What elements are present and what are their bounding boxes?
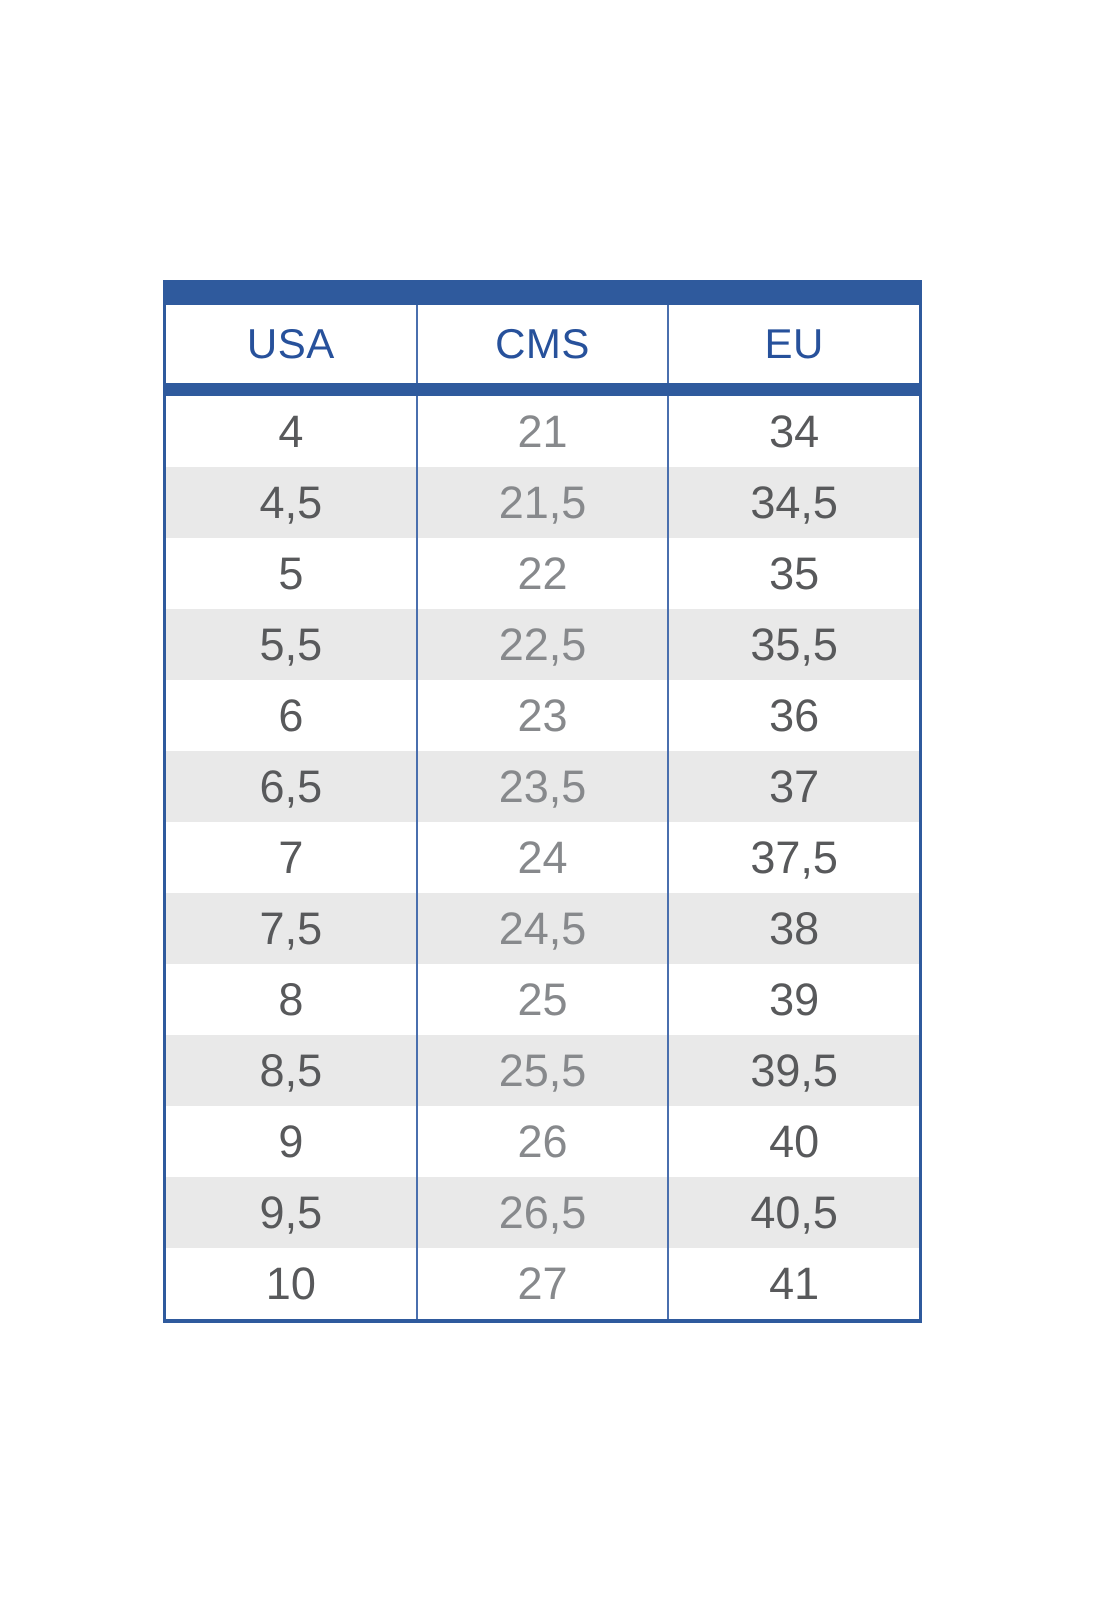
- cell-eu: 41: [769, 1257, 820, 1309]
- cell-usa: 4,5: [166, 467, 418, 538]
- cell-eu: 40,5: [750, 1186, 838, 1238]
- cell-cms: 25: [418, 964, 670, 1035]
- cell-cms: 24: [418, 822, 670, 893]
- table-row: 4 21 34: [166, 396, 919, 467]
- cell-usa: 7: [166, 822, 418, 893]
- cell-cms: 25,5: [418, 1035, 670, 1106]
- table-row: 9,5 26,5 40,5: [166, 1177, 919, 1248]
- table-row: 9 26 40: [166, 1106, 919, 1177]
- cell-eu: 34: [769, 405, 820, 457]
- cell-usa: 9: [166, 1106, 418, 1177]
- table-body: 4 21 34 4,5 21,5 34,5 5 22 35 5,5 22,5 3…: [166, 396, 919, 1319]
- cell-eu: 40: [769, 1115, 820, 1167]
- column-header-usa: USA: [166, 305, 418, 383]
- cell-cms: 21: [418, 396, 670, 467]
- table-row: 8,5 25,5 39,5: [166, 1035, 919, 1106]
- cell-eu: 39: [769, 973, 820, 1025]
- cell-cms: 22,5: [418, 609, 670, 680]
- table-row: 7,5 24,5 38: [166, 893, 919, 964]
- cell-cms: 23,5: [418, 751, 670, 822]
- cell-cms: 23: [418, 680, 670, 751]
- cell-eu: 37,5: [750, 831, 838, 883]
- column-header-eu: EU: [764, 320, 824, 367]
- cell-usa: 4: [166, 396, 418, 467]
- size-conversion-table: USA CMS EU 4 21 34 4,5 21,5 34,5 5 22 35…: [163, 280, 922, 1323]
- cell-eu: 39,5: [750, 1044, 838, 1096]
- table-row: 6 23 36: [166, 680, 919, 751]
- cell-usa: 9,5: [166, 1177, 418, 1248]
- header-divider-bar: [166, 383, 919, 396]
- cell-eu: 36: [769, 689, 820, 741]
- cell-eu: 37: [769, 760, 820, 812]
- cell-cms: 24,5: [418, 893, 670, 964]
- cell-cms: 22: [418, 538, 670, 609]
- cell-usa: 8,5: [166, 1035, 418, 1106]
- cell-usa: 5: [166, 538, 418, 609]
- table-row: 10 27 41: [166, 1248, 919, 1319]
- cell-eu: 35: [769, 547, 820, 599]
- table-row: 5,5 22,5 35,5: [166, 609, 919, 680]
- cell-usa: 8: [166, 964, 418, 1035]
- cell-usa: 10: [166, 1248, 418, 1319]
- cell-cms: 26: [418, 1106, 670, 1177]
- cell-cms: 27: [418, 1248, 670, 1319]
- table-row: 6,5 23,5 37: [166, 751, 919, 822]
- table-row: 5 22 35: [166, 538, 919, 609]
- cell-usa: 5,5: [166, 609, 418, 680]
- table-row: 7 24 37,5: [166, 822, 919, 893]
- table-row: 8 25 39: [166, 964, 919, 1035]
- table-row: 4,5 21,5 34,5: [166, 467, 919, 538]
- cell-cms: 21,5: [418, 467, 670, 538]
- cell-usa: 7,5: [166, 893, 418, 964]
- column-header-cms: CMS: [418, 305, 670, 383]
- cell-usa: 6,5: [166, 751, 418, 822]
- cell-eu: 35,5: [750, 618, 838, 670]
- table-top-bar: [166, 280, 919, 305]
- cell-eu: 38: [769, 902, 820, 954]
- table-header-row: USA CMS EU: [166, 305, 919, 383]
- cell-usa: 6: [166, 680, 418, 751]
- cell-cms: 26,5: [418, 1177, 670, 1248]
- cell-eu: 34,5: [750, 476, 838, 528]
